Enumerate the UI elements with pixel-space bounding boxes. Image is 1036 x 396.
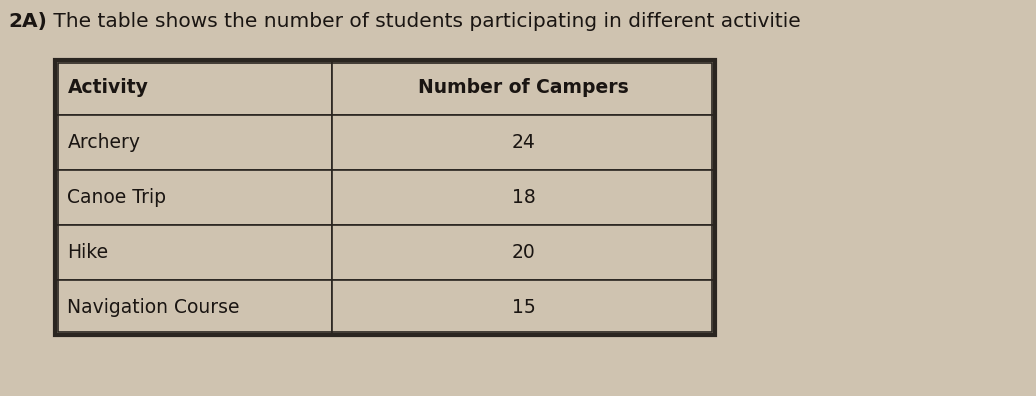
Text: Number of Campers: Number of Campers bbox=[419, 78, 629, 97]
Text: Navigation Course: Navigation Course bbox=[67, 298, 240, 317]
Text: 15: 15 bbox=[512, 298, 536, 317]
Text: 24: 24 bbox=[512, 133, 536, 152]
Text: 18: 18 bbox=[512, 188, 536, 207]
Text: Hike: Hike bbox=[67, 243, 109, 262]
Text: The table shows the number of students participating in different activitie: The table shows the number of students p… bbox=[48, 12, 801, 31]
Text: Archery: Archery bbox=[67, 133, 141, 152]
Text: Canoe Trip: Canoe Trip bbox=[67, 188, 167, 207]
Text: Activity: Activity bbox=[67, 78, 148, 97]
Text: 2A): 2A) bbox=[8, 12, 47, 31]
Text: 20: 20 bbox=[512, 243, 536, 262]
